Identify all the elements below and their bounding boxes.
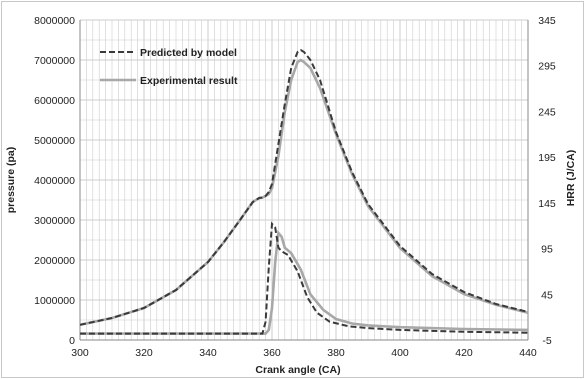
x-tick-label: 300: [71, 347, 89, 359]
y-tick-label: 1000000: [34, 295, 75, 307]
y2-tick-label: 195: [538, 152, 556, 164]
x-tick-label: 340: [199, 347, 217, 359]
y-tick-label: 6000000: [34, 95, 75, 107]
y2-tick-label: 95: [541, 244, 553, 256]
x-axis-title: Crank angle (CA): [255, 364, 340, 376]
series-layer: [79, 48, 529, 335]
y-tick-label: 8000000: [34, 15, 75, 27]
y2-tick-label: 295: [538, 61, 556, 73]
legend-label: Experimental result: [140, 75, 238, 87]
series-line-experimental-right: [80, 229, 529, 335]
x-tick-label: 380: [327, 347, 345, 359]
y-tick-label: 0: [69, 335, 75, 347]
y2-tick-label: 245: [538, 106, 556, 118]
y-tick-label: 2000000: [34, 255, 75, 267]
x-tick-label: 360: [263, 347, 281, 359]
x-tick-label: 440: [519, 347, 537, 359]
y-tick-label: 4000000: [34, 175, 75, 187]
y-tick-label: 5000000: [34, 135, 75, 147]
y2-axis-title: HRR (J/CA): [565, 150, 577, 207]
y-tick-labels: 0 1000000 2000000 3000000 4000000 5000000 6000…: [34, 15, 75, 347]
x-tick-label: 400: [391, 347, 409, 359]
x-tick-labels: 300 320 340 360 380 400 420 440: [71, 347, 537, 359]
y-tick-label: 7000000: [34, 55, 75, 67]
x-tick-label: 320: [135, 347, 153, 359]
legend-label: Predicted by model: [140, 47, 237, 59]
plot-border: [79, 20, 529, 341]
series-line-predicted-right: [80, 221, 529, 335]
y2-tick-label: 45: [541, 289, 553, 301]
x-tick-label: 420: [455, 347, 473, 359]
legend: Predicted by model Experimental result: [100, 47, 238, 87]
y2-tick-label: 145: [538, 198, 556, 210]
y2-tick-label: 345: [538, 15, 556, 27]
y-tick-label: 3000000: [34, 215, 75, 227]
y2-tick-label: -5: [542, 335, 551, 347]
y2-tick-labels: -5 45 95 145 195 245 295 345: [538, 15, 556, 347]
y-axis-title: pressure (pa): [5, 147, 17, 214]
series-line-predicted-left: [79, 48, 529, 326]
